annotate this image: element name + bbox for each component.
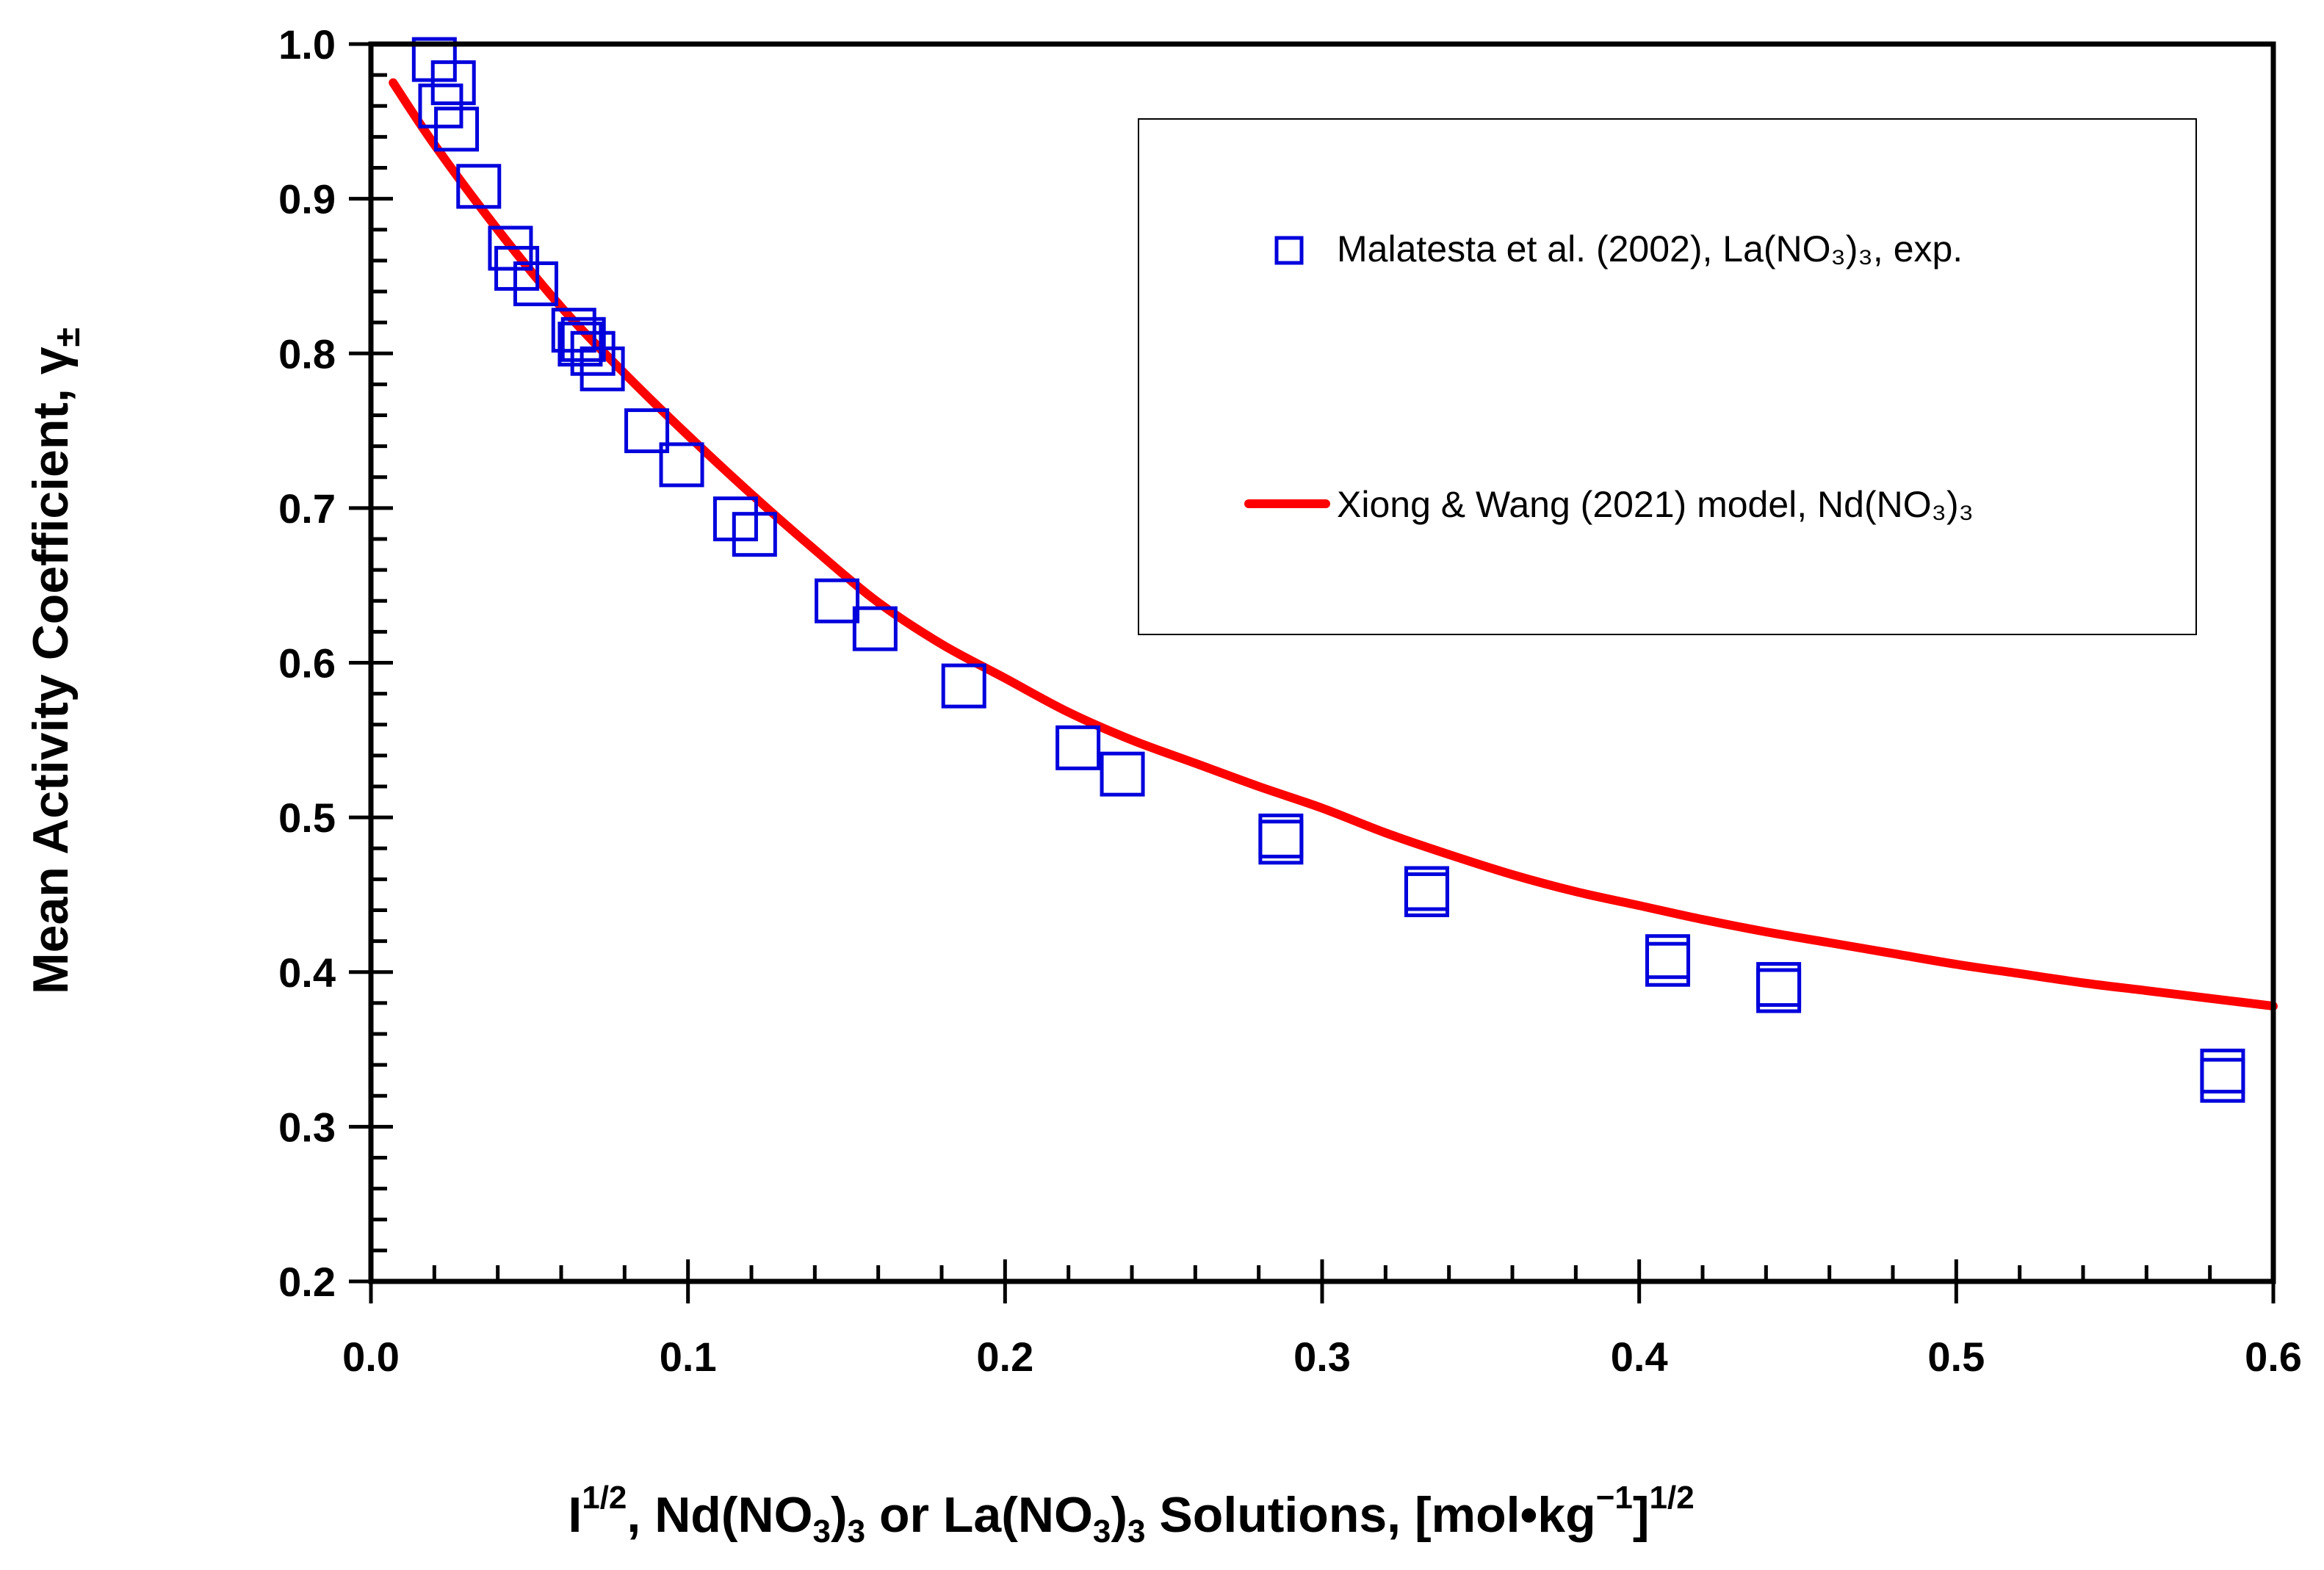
data-point-marker <box>2200 1057 2245 1103</box>
data-point-marker <box>815 578 860 623</box>
x-axis-title-part4: ) <box>1111 1487 1127 1543</box>
x-axis-title-part2: ) <box>831 1487 848 1543</box>
data-point-marker <box>1100 751 1145 797</box>
y-tick-label: 0.2 <box>278 1259 336 1305</box>
data-point-marker <box>1756 968 1802 1013</box>
data-point-marker <box>430 60 476 106</box>
data-point-marker <box>570 330 616 376</box>
x-tick-label: 0.1 <box>660 1334 717 1380</box>
legend: Malatesta et al. (2002), La(NO₃)₃, exp. … <box>1138 118 2197 635</box>
y-tick-label: 0.4 <box>278 949 336 996</box>
x-axis-title-part6: ] <box>1633 1487 1650 1543</box>
y-tick-label: 0.3 <box>278 1104 336 1150</box>
x-axis-title-sub4: 3 <box>1127 1513 1145 1549</box>
x-axis-title-sub2: 3 <box>848 1513 865 1549</box>
model-curve <box>389 78 2278 1011</box>
x-axis-title-sup: 1/2 <box>582 1480 627 1516</box>
x-axis-title-sub3: 3 <box>1093 1513 1111 1549</box>
x-axis-title-main: I <box>568 1487 582 1543</box>
y-tick-label: 0.7 <box>278 485 336 532</box>
legend-label-model: Xiong & Wang (2021) model, Nd(NO₃)₃ <box>1337 484 1974 525</box>
data-point-marker <box>1645 941 1691 987</box>
x-axis-title-sup-end: 1/2 <box>1650 1480 1695 1516</box>
y-tick-label: 1.0 <box>278 21 336 68</box>
x-tick-label: 0.5 <box>1927 1334 1985 1380</box>
legend-label-experimental: Malatesta et al. (2002), La(NO₃)₃, exp. <box>1337 228 1963 269</box>
data-point-marker <box>513 261 558 306</box>
data-point-marker <box>2200 1049 2245 1094</box>
x-tick-label: 0.3 <box>1293 1334 1351 1380</box>
y-tick-label: 0.6 <box>278 640 336 687</box>
x-axis-title-part3: or La(NO <box>865 1487 1093 1543</box>
x-axis-title-part5: Solutions, [mol•kg <box>1146 1487 1596 1543</box>
legend-marker-square <box>1274 236 1304 265</box>
data-point-marker <box>1055 725 1101 770</box>
y-axis-title-main: Mean Activity Coefficient, γ <box>23 347 79 994</box>
data-point-marker <box>659 442 704 488</box>
x-tick-label: 0.0 <box>342 1334 400 1380</box>
x-tick-label: 0.6 <box>2245 1334 2302 1380</box>
data-point-marker <box>852 606 898 651</box>
x-axis-title-part1: , Nd(NO <box>627 1487 812 1543</box>
x-tick-label: 0.2 <box>976 1334 1033 1380</box>
y-axis-title: Mean Activity Coefficient, γ± <box>23 328 87 994</box>
data-point-marker <box>624 408 670 454</box>
x-axis-title: I1/2, Nd(NO3)3 or La(NO3)3 Solutions, [m… <box>568 1480 1694 1549</box>
legend-box <box>1138 118 2197 635</box>
data-point-marker <box>1258 820 1304 865</box>
x-axis-title-sub1: 3 <box>812 1513 830 1549</box>
data-point-marker <box>418 83 463 129</box>
y-tick-label: 0.9 <box>278 176 336 223</box>
y-tick-label: 0.5 <box>278 795 336 841</box>
data-point-marker <box>1404 872 1449 917</box>
data-point-marker <box>732 512 777 557</box>
data-point-marker <box>456 164 502 209</box>
x-axis-title-sup-unit: −1 <box>1596 1480 1633 1516</box>
x-tick-label: 0.4 <box>1611 1334 1668 1380</box>
data-point-marker <box>941 663 986 709</box>
y-axis-title-sub: ± <box>48 328 87 347</box>
y-tick-label: 0.8 <box>278 330 336 377</box>
data-point-marker <box>434 106 480 152</box>
data-point-marker <box>580 346 625 391</box>
